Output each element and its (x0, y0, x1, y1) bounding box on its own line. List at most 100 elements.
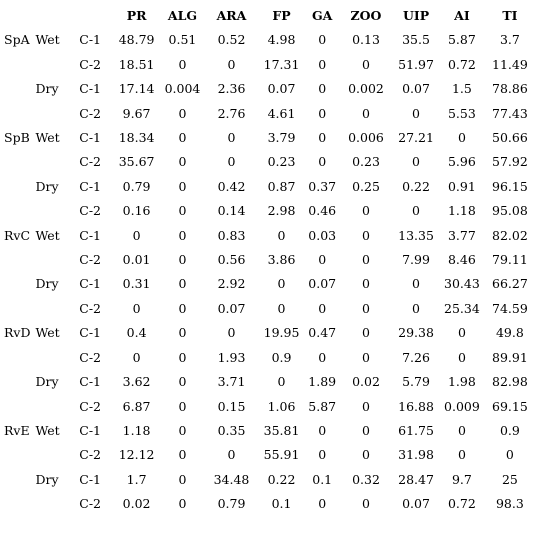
cell-campaign: C-1 (79, 374, 101, 390)
cell-season: Dry (35, 471, 59, 487)
cell-alg: 0.004 (164, 81, 201, 97)
cell-uip: 0 (412, 105, 420, 121)
cell-season (35, 492, 79, 516)
cell-fp: 0 (277, 276, 286, 292)
cell-pr: 35.67 (118, 154, 155, 170)
cell-ara: 0.83 (217, 227, 246, 243)
cell-site (0, 346, 35, 370)
cell-fp: 0.9 (271, 349, 292, 365)
column-header-ga: GA (312, 8, 333, 23)
column-header-season (35, 4, 79, 28)
cell-fp: 1.06 (267, 398, 296, 414)
cell-site: RvC (4, 227, 31, 243)
cell-ga: 0 (318, 349, 327, 365)
cell-ga: 0 (318, 105, 327, 121)
cell-ti: 82.98 (492, 374, 528, 390)
column-header-alg: ALG (167, 8, 198, 23)
cell-uip: 29.38 (398, 325, 434, 341)
cell-campaign: C-2 (79, 447, 101, 463)
table-row: RvC Wet C-1 0 0 0.83 0 0.03 0 13.35 3.77 82.02 (0, 224, 536, 248)
cell-pr: 0 (132, 349, 141, 365)
cell-ga: 0 (318, 32, 327, 48)
cell-fp: 0.1 (271, 496, 292, 512)
cell-site (0, 272, 35, 296)
column-header-zoo: ZOO (350, 8, 382, 23)
cell-alg: 0.51 (168, 32, 197, 48)
cell-ga: 0 (318, 154, 327, 170)
cell-ti: 82.02 (492, 227, 528, 243)
cell-campaign: C-1 (79, 325, 101, 341)
cell-site (0, 370, 35, 394)
cell-uip: 0 (412, 203, 420, 219)
cell-zoo: 0 (362, 203, 370, 219)
cell-uip: 61.75 (398, 422, 434, 438)
table-row: C-2 35.67 0 0 0.23 0 0.23 0 5.96 57.92 (0, 150, 536, 174)
cell-alg: 0 (178, 349, 187, 365)
cell-ara: 0.07 (217, 300, 246, 316)
cell-fp: 0.23 (267, 154, 296, 170)
cell-ai: 0.91 (447, 178, 476, 194)
cell-ga: 0 (318, 252, 327, 268)
cell-uip: 5.79 (402, 374, 430, 390)
cell-ai: 5.53 (447, 105, 476, 121)
cell-fp: 55.91 (263, 447, 300, 463)
cell-uip: 0 (412, 300, 420, 316)
cell-site: RvE (4, 422, 30, 438)
cell-zoo: 0 (362, 496, 370, 512)
cell-uip: 51.97 (398, 56, 434, 72)
table-row: C-2 0.02 0 0.79 0.1 0 0 0.07 0.72 98.3 (0, 492, 536, 516)
column-header-pr: PR (126, 8, 147, 23)
cell-season: Wet (35, 32, 60, 48)
cell-ga: 0.03 (308, 227, 337, 243)
cell-site (0, 175, 35, 199)
cell-ara: 2.92 (217, 276, 246, 292)
cell-ai: 5.87 (447, 32, 476, 48)
cell-ti: 69.15 (492, 398, 528, 414)
cell-campaign: C-1 (79, 130, 101, 146)
cell-site (0, 77, 35, 101)
cell-pr: 6.87 (122, 398, 151, 414)
cell-ai: 0.009 (444, 398, 480, 414)
cell-site (0, 395, 35, 419)
cell-uip: 0 (412, 154, 420, 170)
cell-campaign: C-1 (79, 471, 101, 487)
table-row: C-2 0 0 1.93 0.9 0 0 7.26 0 89.91 (0, 346, 536, 370)
cell-site (0, 53, 35, 77)
table-row: C-2 9.67 0 2.76 4.61 0 0 0 5.53 77.43 (0, 102, 536, 126)
cell-pr: 18.51 (118, 56, 155, 72)
cell-ga: 0 (318, 447, 327, 463)
cell-ga: 0 (318, 56, 327, 72)
cell-ara: 1.93 (217, 349, 246, 365)
cell-ga: 5.87 (308, 398, 337, 414)
cell-ai: 5.96 (447, 154, 476, 170)
cell-campaign: C-2 (79, 398, 101, 414)
cell-ti: 77.43 (492, 105, 528, 121)
column-header-ai: AI (454, 8, 470, 23)
cell-ti: 98.3 (495, 496, 524, 512)
cell-ai: 1.5 (451, 81, 472, 97)
cell-uip: 28.47 (398, 471, 434, 487)
cell-fp: 4.98 (267, 32, 296, 48)
cell-ai: 3.77 (447, 227, 476, 243)
cell-ga: 0.37 (308, 178, 337, 194)
cell-ga: 0 (318, 130, 327, 146)
cell-ara: 2.36 (217, 81, 246, 97)
cell-campaign: C-2 (79, 300, 101, 316)
cell-ai: 0.72 (447, 56, 476, 72)
cell-zoo: 0.25 (352, 178, 380, 194)
cell-ara: 0.15 (217, 398, 246, 414)
cell-ti: 11.49 (492, 56, 528, 72)
cell-ara: 0.79 (217, 496, 246, 512)
cell-ti: 66.27 (492, 276, 528, 292)
cell-site (0, 199, 35, 223)
cell-season: Dry (35, 276, 59, 292)
table-body: SpA Wet C-1 48.79 0.51 0.52 4.98 0 0.13 35.5 5.87 3… (0, 28, 536, 516)
cell-uip: 31.98 (398, 447, 434, 463)
cell-season: Dry (35, 374, 59, 390)
cell-season: Wet (35, 422, 60, 438)
table-row: C-2 18.51 0 0 17.31 0 0 51.97 0.72 11.49 (0, 53, 536, 77)
column-header-campaign (79, 4, 112, 28)
cell-zoo: 0 (362, 56, 370, 72)
cell-season (35, 53, 79, 77)
cell-ai: 8.46 (447, 252, 476, 268)
